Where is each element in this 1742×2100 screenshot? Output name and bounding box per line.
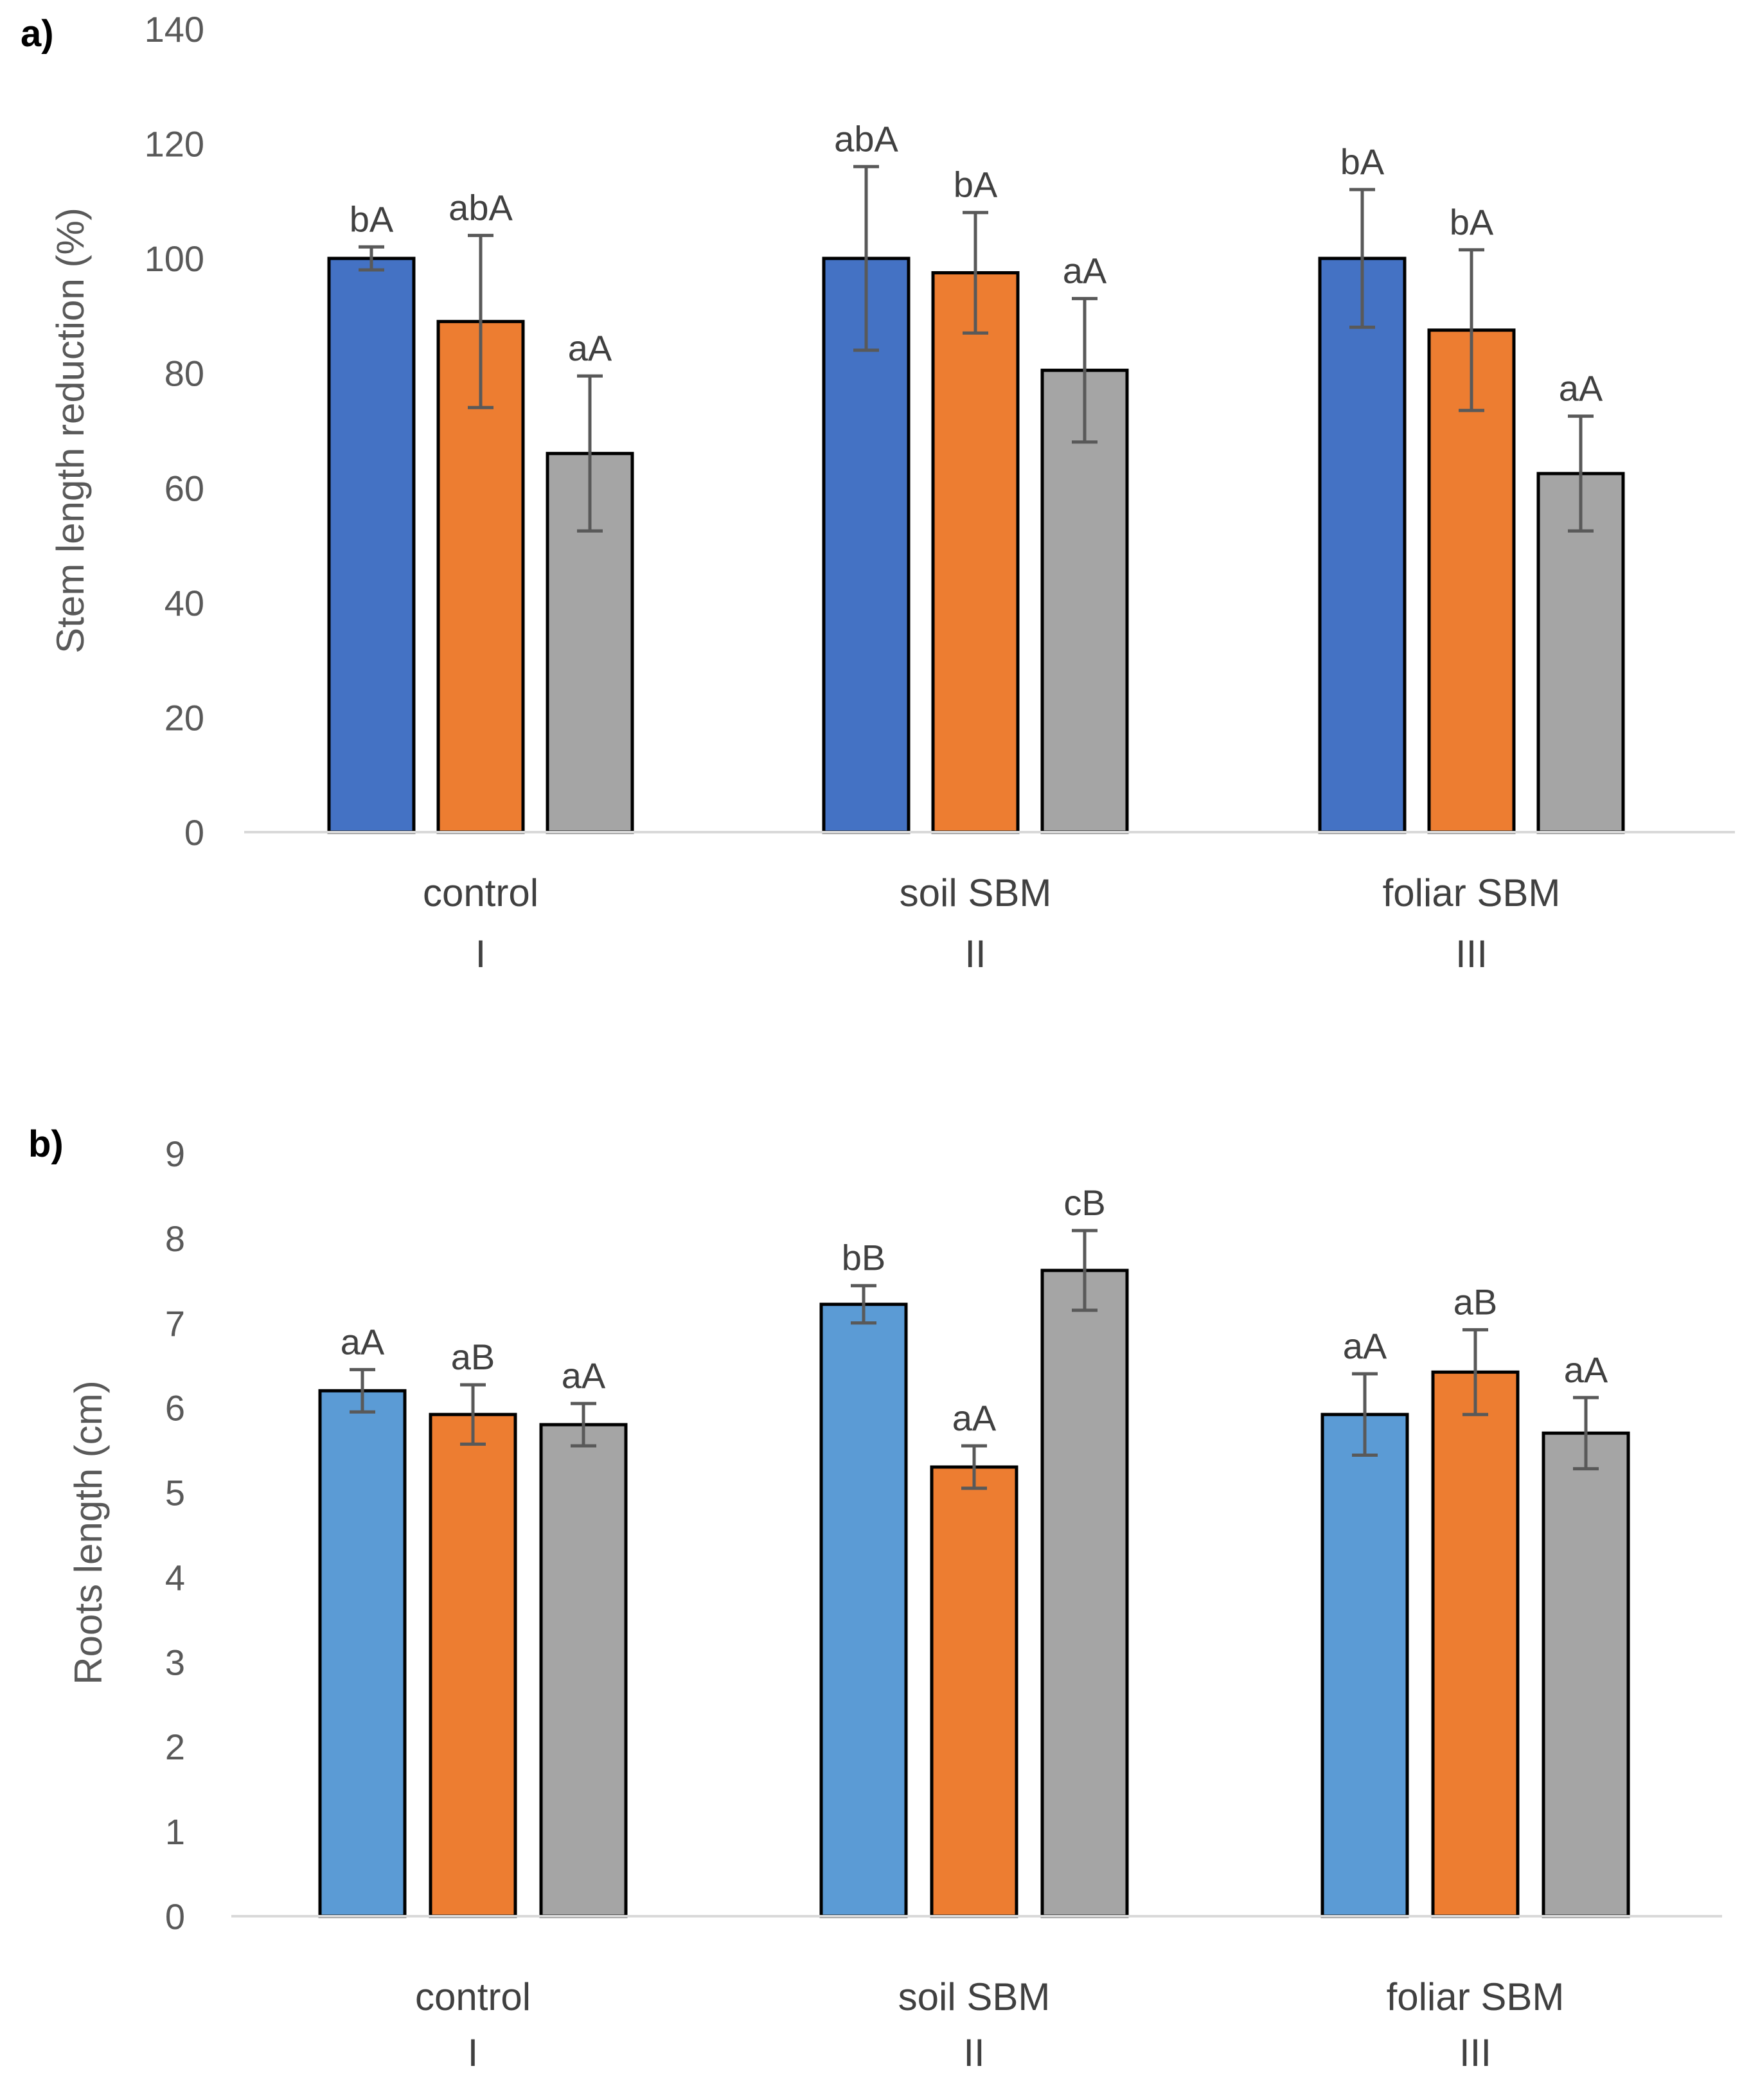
error-bar bbox=[1459, 248, 1484, 413]
y-axis-title-b: Roots length (cm) bbox=[67, 1380, 110, 1685]
data-label: bA bbox=[350, 199, 394, 239]
y-tick-label-b: 6 bbox=[165, 1388, 185, 1428]
y-tick-label-a: 20 bbox=[164, 697, 204, 738]
y-ticks-a: 0 20 40 60 80 100 120 140 bbox=[145, 9, 204, 853]
y-tick-label-b: 7 bbox=[165, 1303, 185, 1344]
bar bbox=[930, 1465, 1018, 1918]
category-label: control bbox=[423, 871, 538, 914]
data-label: aB bbox=[1453, 1281, 1498, 1322]
category-roman-label: I bbox=[468, 2031, 479, 2074]
y-tick-label-b: 2 bbox=[165, 1727, 185, 1767]
y-tick-label-a: 40 bbox=[164, 583, 204, 623]
data-label: abA bbox=[834, 118, 898, 159]
data-label: bB bbox=[842, 1238, 886, 1278]
error-bar bbox=[1072, 297, 1098, 444]
category-label: soil SBM bbox=[898, 1975, 1051, 2018]
bar bbox=[327, 256, 416, 834]
error-bar bbox=[359, 245, 384, 272]
error-bar bbox=[853, 165, 879, 352]
data-label: aA bbox=[341, 1321, 385, 1362]
error-bar bbox=[1462, 1328, 1488, 1416]
error-bar bbox=[350, 1367, 375, 1414]
error-bar bbox=[460, 1383, 486, 1446]
data-label: aA bbox=[952, 1398, 997, 1438]
bar bbox=[539, 1423, 628, 1918]
error-bar bbox=[1072, 1229, 1098, 1312]
error-bar bbox=[1573, 1396, 1599, 1471]
bar bbox=[1431, 1370, 1520, 1918]
bar bbox=[1040, 1268, 1129, 1918]
data-label: aA bbox=[568, 328, 612, 368]
error-bar bbox=[851, 1284, 876, 1325]
error-bar bbox=[577, 374, 603, 533]
y-tick-label-b: 8 bbox=[165, 1218, 185, 1259]
data-label: abA bbox=[449, 187, 513, 227]
y-tick-label-a: 80 bbox=[164, 353, 204, 394]
bar bbox=[429, 1412, 517, 1918]
y-tick-label-a: 0 bbox=[184, 812, 204, 853]
panel-label-a: a) bbox=[21, 13, 54, 55]
y-tick-label-b: 0 bbox=[165, 1896, 185, 1937]
y-tick-label-a: 100 bbox=[145, 238, 204, 279]
category-label: control bbox=[415, 1975, 531, 2018]
data-label: bA bbox=[1340, 141, 1385, 182]
error-bar bbox=[468, 233, 493, 409]
data-label: aB bbox=[451, 1337, 495, 1377]
error-bar bbox=[961, 1444, 987, 1490]
y-axis-title-a: Stem length reduction (%) bbox=[49, 208, 92, 654]
bars-a bbox=[327, 256, 1625, 834]
data-label: aA bbox=[1063, 251, 1107, 291]
category-label: foliar SBM bbox=[1383, 871, 1561, 914]
y-tick-label-b: 3 bbox=[165, 1642, 185, 1682]
error-bar bbox=[963, 211, 988, 335]
y-tick-label-b: 9 bbox=[165, 1134, 185, 1174]
data-label: aA bbox=[1564, 1349, 1608, 1390]
y-tick-label-a: 60 bbox=[164, 468, 204, 508]
bars-b bbox=[318, 1268, 1630, 1918]
chart-b: b) 0 1 2 3 4 5 6 7 8 9 aA aB aA bB aA cB aA aB aA control… bbox=[28, 1123, 1722, 2074]
data-label: aA bbox=[562, 1355, 606, 1396]
category-label: soil SBM bbox=[900, 871, 1052, 914]
category-roman-label: I bbox=[475, 932, 486, 975]
data-label: bA bbox=[954, 165, 998, 205]
data-labels-a: bA abA aA abA bA aA bA bA aA bbox=[350, 118, 1603, 408]
error-bar bbox=[571, 1401, 596, 1448]
y-tick-label-a: 140 bbox=[145, 9, 204, 49]
data-label: cB bbox=[1063, 1182, 1105, 1223]
data-label: bA bbox=[1450, 202, 1494, 242]
error-bar bbox=[1568, 414, 1594, 533]
panel-label-b: b) bbox=[28, 1123, 64, 1165]
bar bbox=[819, 1303, 908, 1918]
bar bbox=[1320, 1412, 1409, 1918]
category-roman-label: II bbox=[963, 2031, 984, 2074]
category-roman-label: III bbox=[1455, 932, 1488, 975]
data-labels-b: aA aB aA bB aA cB aA aB aA bbox=[341, 1182, 1608, 1438]
bar bbox=[1318, 256, 1407, 834]
error-bar bbox=[1349, 188, 1375, 329]
y-ticks-b: 0 1 2 3 4 5 6 7 8 9 bbox=[165, 1134, 185, 1937]
bar bbox=[1040, 368, 1129, 834]
error-bar bbox=[1352, 1372, 1378, 1457]
data-label: aA bbox=[1343, 1326, 1387, 1366]
category-roman-label: III bbox=[1459, 2031, 1491, 2074]
bar bbox=[931, 271, 1020, 834]
y-tick-label-b: 1 bbox=[165, 1811, 185, 1852]
y-tick-label-a: 120 bbox=[145, 124, 204, 165]
y-tick-label-b: 5 bbox=[165, 1473, 185, 1513]
bar bbox=[318, 1389, 407, 1918]
bar bbox=[1536, 472, 1625, 834]
category-roman-label: II bbox=[964, 932, 986, 975]
bar bbox=[1542, 1431, 1630, 1918]
data-label: aA bbox=[1559, 368, 1603, 409]
y-tick-label-b: 4 bbox=[165, 1557, 185, 1597]
error-bars-b bbox=[350, 1229, 1599, 1490]
category-label: foliar SBM bbox=[1387, 1975, 1565, 2018]
error-bars-a bbox=[359, 165, 1594, 533]
